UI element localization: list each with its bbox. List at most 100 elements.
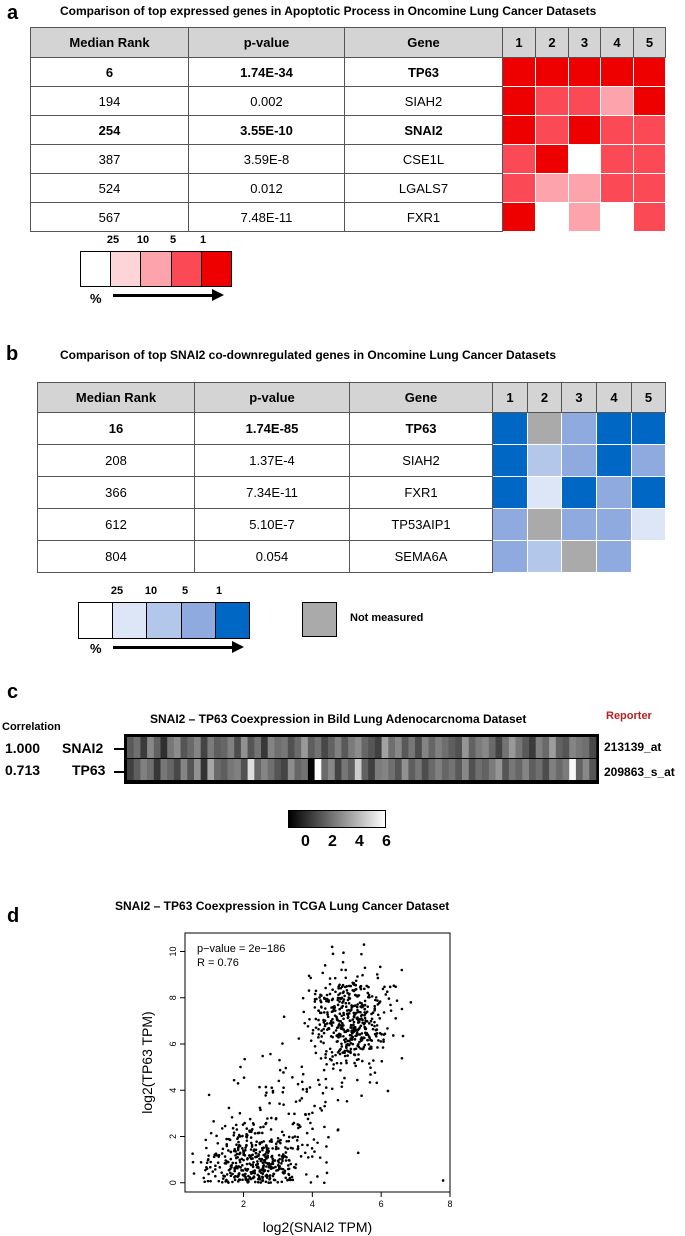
scatter-point	[236, 1166, 239, 1170]
heatmap-cell	[448, 759, 456, 780]
scatter-point	[297, 1126, 300, 1130]
panel_b-cell-rank: 208	[37, 444, 195, 477]
y-tick-label: 2	[168, 1134, 178, 1139]
scatter-point	[291, 1147, 295, 1150]
scatter-point	[341, 983, 345, 987]
scatter-point	[369, 1066, 372, 1069]
scatter-point	[364, 1027, 368, 1030]
panel_a-cell-gene: SIAH2	[344, 86, 503, 116]
scatter-point	[244, 1146, 247, 1149]
heatmap-cell	[589, 737, 597, 758]
panel_a-legend-swatch	[111, 252, 142, 286]
panel_b-cell-pvalue: 7.34E-11	[194, 476, 350, 509]
heatmap-color-scale	[288, 810, 386, 828]
scatter-point	[332, 1031, 336, 1035]
scatter-point	[381, 1046, 385, 1049]
heatmap-cell	[160, 759, 168, 780]
scatter-point	[324, 1053, 327, 1056]
scatter-point	[262, 1146, 265, 1150]
scatter-point	[375, 1081, 379, 1085]
panel-b-legend	[78, 602, 250, 639]
panel_b-heat-cell	[527, 412, 562, 445]
scatter-point	[231, 1126, 235, 1130]
scatter-point	[287, 1172, 290, 1176]
scatter-point	[331, 1009, 335, 1013]
panel_b-header-7: 5	[631, 382, 666, 413]
scatter-point	[313, 1000, 317, 1003]
scatter-point	[279, 1141, 282, 1145]
scatter-point	[280, 1162, 283, 1165]
heatmap-cell	[321, 759, 329, 780]
scatter-point	[268, 1178, 271, 1181]
heatmap-cell	[515, 759, 523, 780]
panel_b-header-1: p-value	[194, 382, 350, 413]
scatter-point	[199, 1160, 203, 1164]
scatter-point	[242, 1076, 246, 1079]
scatter-point	[261, 1131, 264, 1135]
scatter-point	[340, 1026, 344, 1030]
scatter-point	[354, 993, 357, 997]
heatmap-cell	[482, 759, 490, 780]
scatter-point	[368, 995, 371, 999]
panel_b-legend-swatch	[147, 603, 182, 638]
scatter-point	[278, 1058, 281, 1062]
scatter-point	[363, 1016, 367, 1020]
scatter-point	[372, 1059, 375, 1062]
scatter-point	[285, 1155, 288, 1159]
scatter-point	[339, 1068, 342, 1072]
scatter-point	[342, 1000, 345, 1003]
panel_b-heat-cell	[561, 476, 597, 509]
scatter-point	[357, 1057, 360, 1061]
scatter-point	[295, 1139, 299, 1142]
scatter-point	[220, 1171, 223, 1174]
scatter-point	[291, 1178, 295, 1182]
heatmap-cell	[341, 737, 349, 758]
scatter-point	[236, 1180, 240, 1183]
scatter-point	[203, 1180, 206, 1184]
scatter-point	[237, 1133, 241, 1137]
panel_a-cell-gene: FXR1	[344, 202, 503, 232]
panel_b-cell-gene: TP63	[349, 412, 493, 445]
panel_a-heat-cell	[633, 144, 666, 174]
scatter-point	[349, 1047, 353, 1051]
panel_a-heat-cell	[568, 57, 601, 87]
scatter-point	[367, 1062, 371, 1065]
scatter-point	[374, 998, 377, 1002]
scatter-point	[354, 1047, 358, 1051]
scatter-point	[333, 976, 337, 980]
scatter-point	[366, 1005, 370, 1008]
scatter-point	[294, 1163, 298, 1166]
scale-tick-label: 6	[382, 833, 391, 850]
scatter-point	[325, 1028, 329, 1031]
scatter-point	[349, 1023, 353, 1027]
scatter-point	[223, 1155, 227, 1158]
heatmap-cell	[173, 759, 181, 780]
panel_b-legend-swatch	[113, 603, 148, 638]
scatter-point	[233, 1175, 236, 1179]
scatter-point	[301, 1143, 304, 1147]
panel-a-table: Median Rank p-value Gene 1 2 3 4 5 6 1.74E-34 TP6…	[30, 27, 666, 232]
heatmap-cell	[127, 759, 134, 780]
scatter-point	[343, 1040, 347, 1044]
scatter-point	[245, 1143, 248, 1147]
scatter-point	[356, 1043, 360, 1046]
heatmap-cell	[261, 737, 268, 758]
plot-frame	[184, 932, 451, 1193]
scatter-point	[306, 1156, 310, 1159]
scatter-point	[371, 1027, 375, 1031]
scatter-point	[377, 1001, 381, 1005]
panel_a-cell-pvalue: 3.55E-10	[188, 115, 345, 145]
scatter-point	[264, 1094, 267, 1097]
scatter-point	[359, 1024, 363, 1028]
scatter-point	[325, 993, 329, 997]
table-row: 612 5.10E-7 TP53AIP1	[37, 508, 666, 541]
heatmap-cell	[147, 737, 155, 758]
scatter-point	[340, 968, 343, 972]
scatter-point	[352, 1004, 355, 1008]
scatter-point	[363, 1007, 367, 1011]
scatter-point	[240, 1164, 244, 1167]
scatter-point	[322, 1041, 325, 1045]
scatter-point	[352, 1015, 356, 1018]
scatter-point	[358, 1001, 362, 1004]
scatter-point	[238, 1151, 242, 1155]
